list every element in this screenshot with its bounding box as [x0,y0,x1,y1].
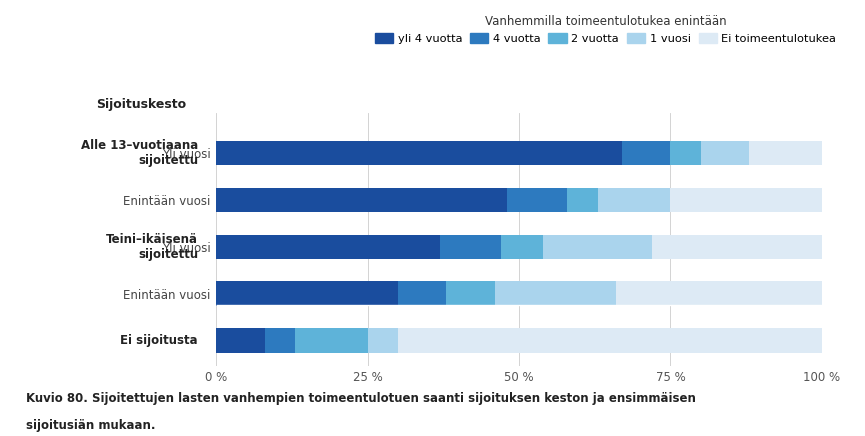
Bar [295,328,368,353]
Bar [265,328,295,353]
Bar [216,141,822,165]
Bar [507,188,567,212]
Bar [501,235,543,259]
Bar [670,188,822,212]
Bar [652,235,822,259]
Bar [495,282,616,306]
Bar [216,141,622,165]
Text: Sijoituskesto: Sijoituskesto [96,98,186,111]
Bar [398,282,446,306]
Text: Alle 13–vuotiaana
sijoitettu: Alle 13–vuotiaana sijoitettu [80,139,198,167]
Bar [701,141,749,165]
Bar [216,235,440,259]
Bar [216,188,507,212]
Bar [398,328,822,353]
Text: Ei sijoitusta: Ei sijoitusta [120,334,198,347]
Bar [616,282,822,306]
Bar [368,328,398,353]
Text: sijoitusiän mukaan.: sijoitusiän mukaan. [26,419,156,432]
Bar [216,188,822,212]
Bar [216,235,822,259]
Text: Kuvio 80. Sijoitettujen lasten vanhempien toimeentulotuen saanti sijoituksen kes: Kuvio 80. Sijoitettujen lasten vanhempie… [26,392,695,405]
Bar [440,235,501,259]
Legend: yli 4 vuotta, 4 vuotta, 2 vuotta, 1 vuosi, Ei toimeentulotukea: yli 4 vuotta, 4 vuotta, 2 vuotta, 1 vuos… [370,10,841,48]
Bar [622,141,670,165]
Bar [749,141,822,165]
Bar [567,188,598,212]
Bar [216,328,822,353]
Bar [216,282,822,306]
Bar [598,188,670,212]
Bar [216,282,398,306]
Bar [216,328,265,353]
Bar [446,282,495,306]
Text: Teini–ikäisenä
sijoitettu: Teini–ikäisenä sijoitettu [106,233,198,261]
Bar [543,235,652,259]
Bar [670,141,701,165]
